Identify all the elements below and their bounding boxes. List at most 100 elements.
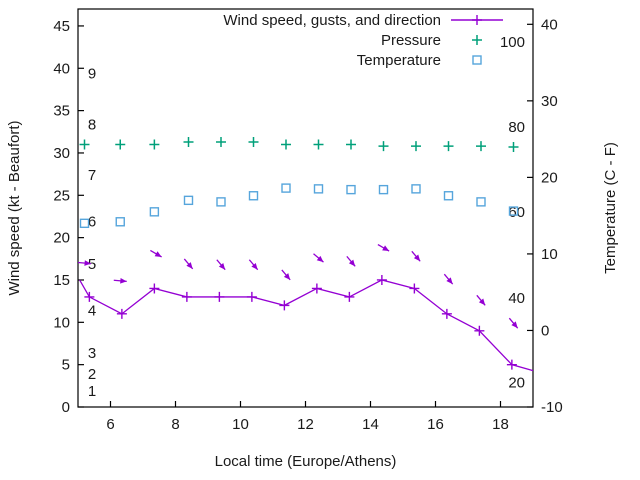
legend-marker-temperature [472,55,482,65]
beaufort-label: 4 [88,303,96,320]
temperature-marker [216,197,226,207]
pressure-marker [248,136,259,147]
temperature-marker [79,218,90,229]
gust-arrow-head [382,245,390,252]
wind-speed-marker [214,291,225,302]
temperature-marker [476,197,486,207]
pressure-marker [281,139,291,150]
beaufort-label: 1 [88,383,96,400]
wind-speed-marker [506,359,517,370]
temperature-marker [443,191,454,201]
temperature-marker [183,195,194,206]
plot-frame [77,8,534,408]
pressure-marker [346,139,356,150]
beaufort-label: 6 [88,214,96,231]
x-tick-label: 14 [362,416,379,433]
legend-label-2: Temperature [357,52,441,69]
beaufort-label: 5 [88,256,96,273]
pressure-marker [115,139,126,150]
gust-arrow-head [120,277,127,284]
beaufort-label: 7 [88,167,96,184]
x-tick-label: 10 [232,416,249,433]
legend-marker-pressure [472,35,482,45]
wind-speed-marker [474,325,485,336]
fahrenheit-label: 20 [508,375,525,392]
beaufort-label: 3 [88,345,96,362]
temperature-marker [346,184,356,195]
beaufort-label: 2 [88,366,96,383]
y2-tick-label: 10 [541,246,558,263]
pressure-marker [313,139,324,150]
temperature-marker [281,183,291,193]
pressure-marker [476,141,486,152]
x-axis-title: Local time (Europe/Athens) [215,453,397,470]
gust-arrow-head [348,259,356,267]
wind-speed-marker [84,291,95,302]
y-tick-label: 25 [53,187,70,204]
wind-speed-marker [311,283,322,294]
y-tick-label: 15 [53,272,70,289]
legend-label-0: Wind speed, gusts, and direction [223,12,441,29]
temperature-marker [248,191,259,201]
wind-speed-marker [376,274,387,285]
legend-marker-wind [472,15,482,25]
wind-speed-marker [344,291,355,302]
wind-speed-marker [246,291,257,302]
pressure-marker [508,142,519,153]
fahrenheit-label: 40 [508,290,525,307]
y2-tick-label: 30 [541,93,558,110]
gust-arrow-head [511,321,518,329]
y-tick-label: 30 [53,145,70,162]
gust-arrow-head [316,255,324,263]
y-tick-label: 20 [53,230,70,247]
gust-arrow-head [84,260,91,266]
y2-tick-label: 0 [541,322,549,339]
x-tick-label: 6 [106,416,114,433]
pressure-marker [79,139,90,150]
y2-tick-label: 40 [541,16,558,33]
temperature-marker [378,184,389,195]
pressure-marker [411,141,421,152]
gust-arrow-head [283,273,291,280]
x-tick-label: 18 [492,416,509,433]
wind-speed-marker [279,300,290,311]
gust-arrow-head [154,251,162,257]
temperature-marker [115,217,125,227]
temperature-marker [149,207,160,217]
fahrenheit-label: 60 [508,204,525,221]
y-tick-label: 0 [62,399,70,416]
wind-speed-marker [441,308,452,319]
pressure-marker [378,141,389,152]
y-tick-label: 40 [53,60,70,77]
x-tick-label: 8 [171,416,179,433]
pressure-marker [183,136,194,147]
temperature-marker [508,206,519,216]
gust-arrow-head [186,262,193,269]
y2-axis-title: Temperature (C - F) [602,142,619,274]
legend-label-1: Pressure [381,32,441,49]
gust-arrow-head [413,254,421,262]
wind-speed-marker [409,283,420,294]
gust-arrow-head [446,277,453,285]
y-tick-label: 5 [62,357,70,374]
x-tick-label: 16 [427,416,444,433]
beaufort-label: 8 [88,116,96,133]
y-tick-label: 35 [53,103,70,120]
y-tick-label: 10 [53,314,70,331]
fahrenheit-label: 100 [500,34,525,51]
wind-speed-marker [149,283,160,294]
gust-arrow-head [478,298,486,306]
temperature-marker [411,184,421,194]
y-tick-label: 45 [53,18,70,35]
x-tick-label: 12 [297,416,314,433]
beaufort-label: 9 [88,66,96,83]
pressure-marker [443,141,454,152]
temperature-marker [313,184,324,194]
pressure-marker [216,136,226,147]
y2-tick-label: -10 [541,399,563,416]
gust-arrow-head [251,262,258,270]
y-axis-title: Wind speed (kt - Beaufort) [6,120,23,295]
pressure-marker [149,139,160,150]
